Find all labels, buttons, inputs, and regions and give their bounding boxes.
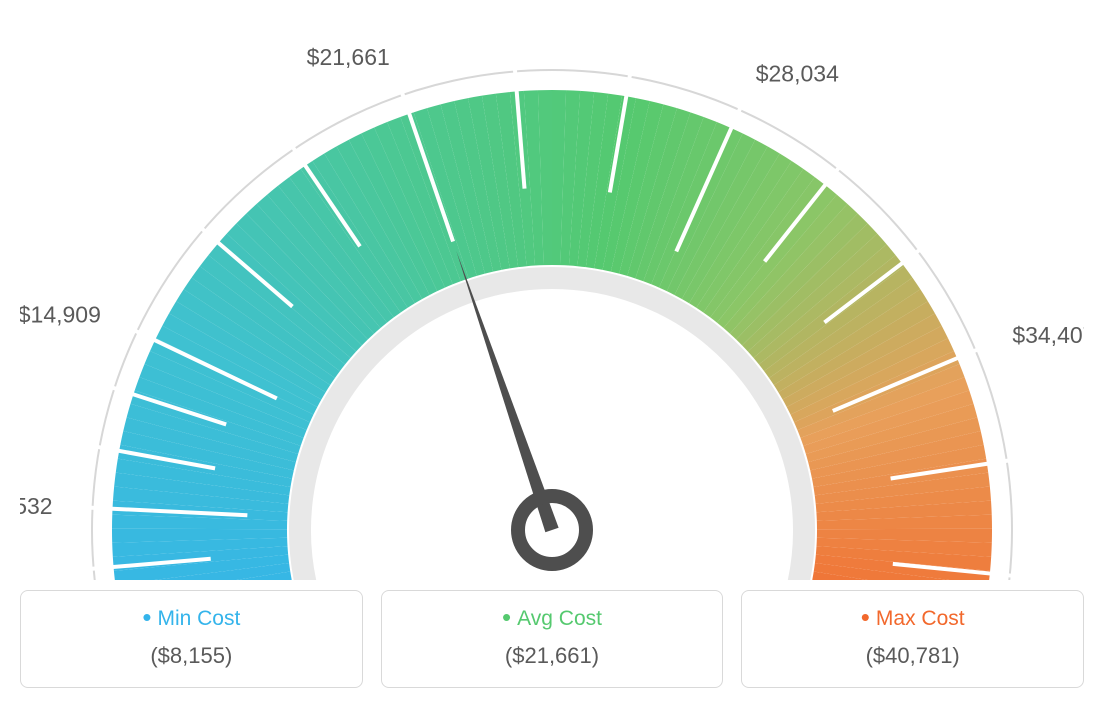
legend-card-max: •Max Cost ($40,781) <box>741 590 1084 688</box>
gauge-svg: $8,155$11,532$14,909$21,661$28,034$34,40… <box>20 20 1084 580</box>
legend-card-min: •Min Cost ($8,155) <box>20 590 363 688</box>
gauge-tick-label: $28,034 <box>756 60 839 86</box>
legend-row: •Min Cost ($8,155) •Avg Cost ($21,661) •… <box>20 590 1084 688</box>
legend-value-max: ($40,781) <box>752 643 1073 669</box>
gauge-tick-label: $21,661 <box>307 44 390 70</box>
gauge-tick-label: $11,532 <box>20 493 53 519</box>
legend-title-min: •Min Cost <box>31 607 352 631</box>
legend-title-max: •Max Cost <box>752 607 1073 631</box>
legend-title-avg: •Avg Cost <box>392 607 713 631</box>
legend-card-avg: •Avg Cost ($21,661) <box>381 590 724 688</box>
legend-title-text: Max Cost <box>876 607 965 630</box>
gauge-chart: $8,155$11,532$14,909$21,661$28,034$34,40… <box>20 20 1084 580</box>
legend-value-avg: ($21,661) <box>392 643 713 669</box>
legend-value-min: ($8,155) <box>31 643 352 669</box>
gauge-tick-label: $14,909 <box>20 301 101 327</box>
gauge-arc <box>112 90 992 580</box>
gauge-tick-label: $34,407 <box>1012 322 1084 348</box>
legend-title-text: Avg Cost <box>517 607 602 630</box>
legend-title-text: Min Cost <box>157 607 240 630</box>
